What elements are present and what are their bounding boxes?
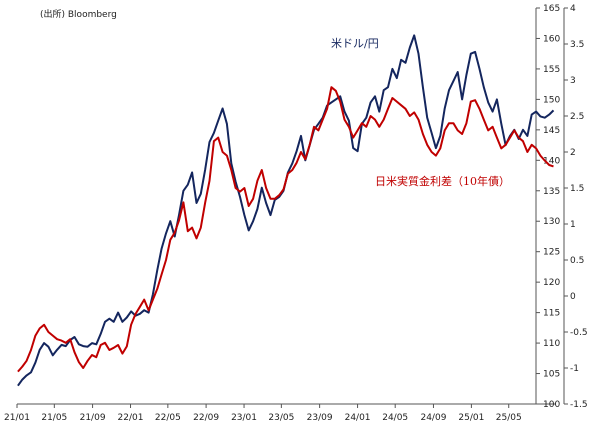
left-tick-label: 140 bbox=[543, 156, 560, 166]
x-tick-label: 25/05 bbox=[496, 413, 522, 423]
x-tick-label: 23/09 bbox=[307, 413, 333, 423]
x-tick-label: 22/01 bbox=[118, 413, 144, 423]
left-tick-label: 105 bbox=[543, 370, 560, 380]
left-tick-label: 135 bbox=[543, 187, 560, 197]
rate-diff-line bbox=[17, 86, 554, 373]
right-axis-ticks: -1.5 -1 -0.5 0 0.5 1 1.5 2 2.5 3 3.5 4 bbox=[564, 4, 588, 410]
left-tick-label: 115 bbox=[543, 309, 560, 319]
x-tick-label: 24/01 bbox=[345, 413, 371, 423]
right-tick-label: -1 bbox=[570, 364, 579, 374]
x-tick-label: 23/01 bbox=[231, 413, 257, 423]
x-tick-label: 21/09 bbox=[80, 413, 106, 423]
x-tick-label: 24/05 bbox=[382, 413, 408, 423]
x-tick-label: 22/05 bbox=[155, 413, 181, 423]
right-tick-label: 0.5 bbox=[570, 256, 584, 266]
right-tick-label: -0.5 bbox=[570, 328, 588, 338]
right-tick-label: 3.5 bbox=[570, 40, 584, 50]
usdjpy-line bbox=[17, 34, 555, 387]
left-tick-label: 100 bbox=[543, 400, 560, 410]
left-tick-label: 155 bbox=[543, 65, 560, 75]
right-tick-label: -1.5 bbox=[570, 400, 588, 410]
x-tick-label: 21/05 bbox=[41, 413, 67, 423]
legend-usdjpy-label: 米ドル/円 bbox=[331, 37, 379, 50]
x-tick-label: 23/05 bbox=[268, 413, 294, 423]
x-tick-label: 21/01 bbox=[4, 413, 30, 423]
left-tick-label: 120 bbox=[543, 278, 560, 288]
left-tick-label: 145 bbox=[543, 126, 560, 136]
x-ticks: 21/01 21/05 21/09 22/01 22/05 22/09 23/01 23/05… bbox=[4, 404, 522, 423]
x-tick-label: 24/09 bbox=[420, 413, 446, 423]
right-tick-label: 1 bbox=[570, 220, 576, 230]
plot-area: 21/01 21/05 21/09 22/01 22/05 22/09 23/01 23/05… bbox=[4, 4, 588, 423]
right-tick-label: 1.5 bbox=[570, 184, 584, 194]
source-note: (出所) Bloomberg bbox=[40, 8, 117, 20]
left-tick-label: 160 bbox=[543, 34, 560, 44]
left-tick-label: 165 bbox=[543, 4, 560, 14]
legend-rate-diff-label: 日米実質金利差（10年債） bbox=[375, 174, 510, 188]
left-axis-ticks: 100 105 110 115 120 125 130 135 140 145 150 155 160 1… bbox=[536, 4, 560, 410]
right-tick-label: 4 bbox=[570, 4, 576, 14]
series-lines bbox=[17, 34, 555, 387]
left-tick-label: 110 bbox=[543, 339, 560, 349]
right-tick-label: 2 bbox=[570, 148, 576, 158]
right-tick-label: 2.5 bbox=[570, 112, 584, 122]
x-tick-label: 22/09 bbox=[193, 413, 219, 423]
right-tick-label: 0 bbox=[570, 292, 576, 302]
left-tick-label: 125 bbox=[543, 248, 560, 258]
left-tick-label: 130 bbox=[543, 217, 560, 227]
x-tick-label: 25/01 bbox=[458, 413, 484, 423]
right-tick-label: 3 bbox=[570, 76, 576, 86]
left-tick-label: 150 bbox=[543, 95, 560, 105]
